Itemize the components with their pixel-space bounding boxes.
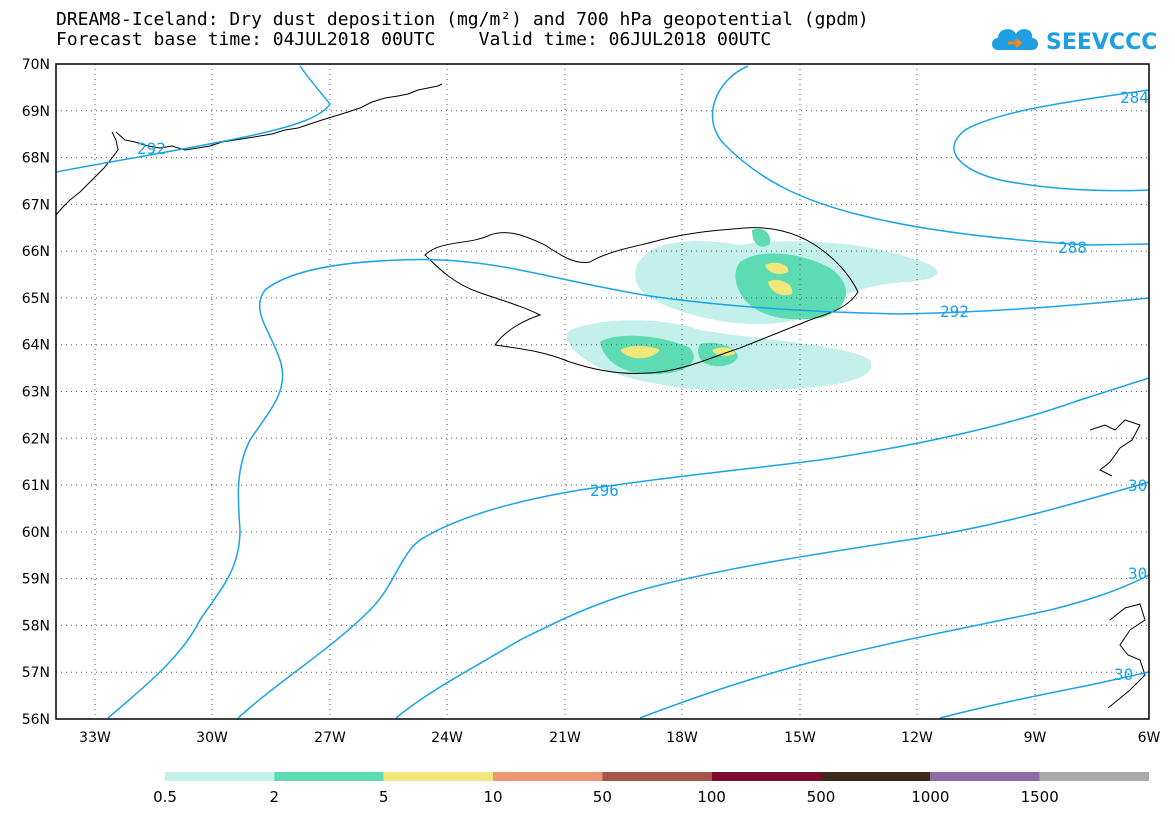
contour-labels: 292 284 288 292 296 30 30 30 [137, 88, 1149, 684]
colorbar-label: 50 [593, 788, 612, 806]
latitude-label: 66N [22, 244, 50, 260]
colorbar-label: 10 [483, 788, 502, 806]
latitude-label: 70N [22, 57, 50, 73]
longitude-labels: 33W 30W 27W 24W 21W 18W 15W 12W 9W 6W [79, 730, 1160, 746]
latitude-label: 67N [22, 197, 50, 213]
longitude-label: 9W [1024, 730, 1047, 746]
colorbar-swatch [711, 772, 821, 781]
colorbar-swatch [493, 772, 603, 781]
colorbar-label: 1000 [911, 788, 949, 806]
dust-deposition-shading [566, 228, 938, 392]
map-grid [56, 64, 1149, 719]
longitude-label: 30W [196, 730, 228, 746]
map-frame [55, 63, 1150, 720]
contour-label: 30 [1128, 476, 1147, 495]
colorbar-label: 2 [270, 788, 280, 806]
colorbar-label: 5 [379, 788, 389, 806]
colorbar-swatch [930, 772, 1040, 781]
longitude-label: 18W [666, 730, 698, 746]
latitude-label: 56N [22, 712, 50, 728]
colorbar-swatch [165, 772, 275, 781]
latitude-label: 68N [22, 151, 50, 167]
latitude-labels: 70N 69N 68N 67N 66N 65N 64N 63N 62N 61N 60N 59N 58N 5… [22, 57, 50, 728]
contour-label: 292 [940, 302, 969, 321]
longitude-label: 27W [314, 730, 346, 746]
coastlines [55, 83, 1146, 709]
latitude-label: 65N [22, 291, 50, 307]
colorbar-swatch [1039, 772, 1149, 781]
colorbar-swatch [821, 772, 931, 781]
latitude-label: 61N [22, 478, 50, 494]
longitude-label: 21W [549, 730, 581, 746]
longitude-label: 6W [1138, 730, 1161, 746]
latitude-label: 64N [22, 338, 50, 354]
latitude-label: 62N [22, 431, 50, 447]
colorbar-label: 500 [807, 788, 836, 806]
contour-label: 30 [1114, 665, 1133, 684]
seevccc-logo: SEEVCCC [992, 29, 1157, 55]
colorbar-label: 100 [697, 788, 726, 806]
latitude-label: 57N [22, 665, 50, 681]
cloud-icon [992, 29, 1038, 50]
colorbar-swatch [602, 772, 712, 781]
colorbar: 0.5 2 5 10 50 100 500 1000 1500 [153, 772, 1149, 806]
map-subtitle: Forecast base time: 04JUL2018 00UTC Vali… [56, 29, 772, 50]
colorbar-label: 0.5 [153, 788, 177, 806]
contour-label: 288 [1058, 238, 1087, 257]
contour-label: 284 [1120, 88, 1149, 107]
contour-label: 296 [590, 481, 619, 500]
geopotential-contours [55, 65, 1150, 719]
latitude-label: 69N [22, 104, 50, 120]
map-title: DREAM8-Iceland: Dry dust deposition (mg/… [56, 9, 869, 30]
colorbar-swatch [383, 772, 493, 781]
latitude-label: 58N [22, 618, 50, 634]
colorbar-label: 1500 [1021, 788, 1059, 806]
latitude-label: 59N [22, 572, 50, 588]
latitude-label: 63N [22, 385, 50, 401]
colorbar-swatch [274, 772, 384, 781]
logo-text: SEEVCCC [1046, 30, 1157, 55]
contour-label: 292 [137, 139, 166, 158]
latitude-label: 60N [22, 525, 50, 541]
longitude-label: 33W [79, 730, 111, 746]
longitude-label: 15W [784, 730, 816, 746]
contour-label: 30 [1128, 564, 1147, 583]
longitude-label: 24W [431, 730, 463, 746]
longitude-label: 12W [901, 730, 933, 746]
